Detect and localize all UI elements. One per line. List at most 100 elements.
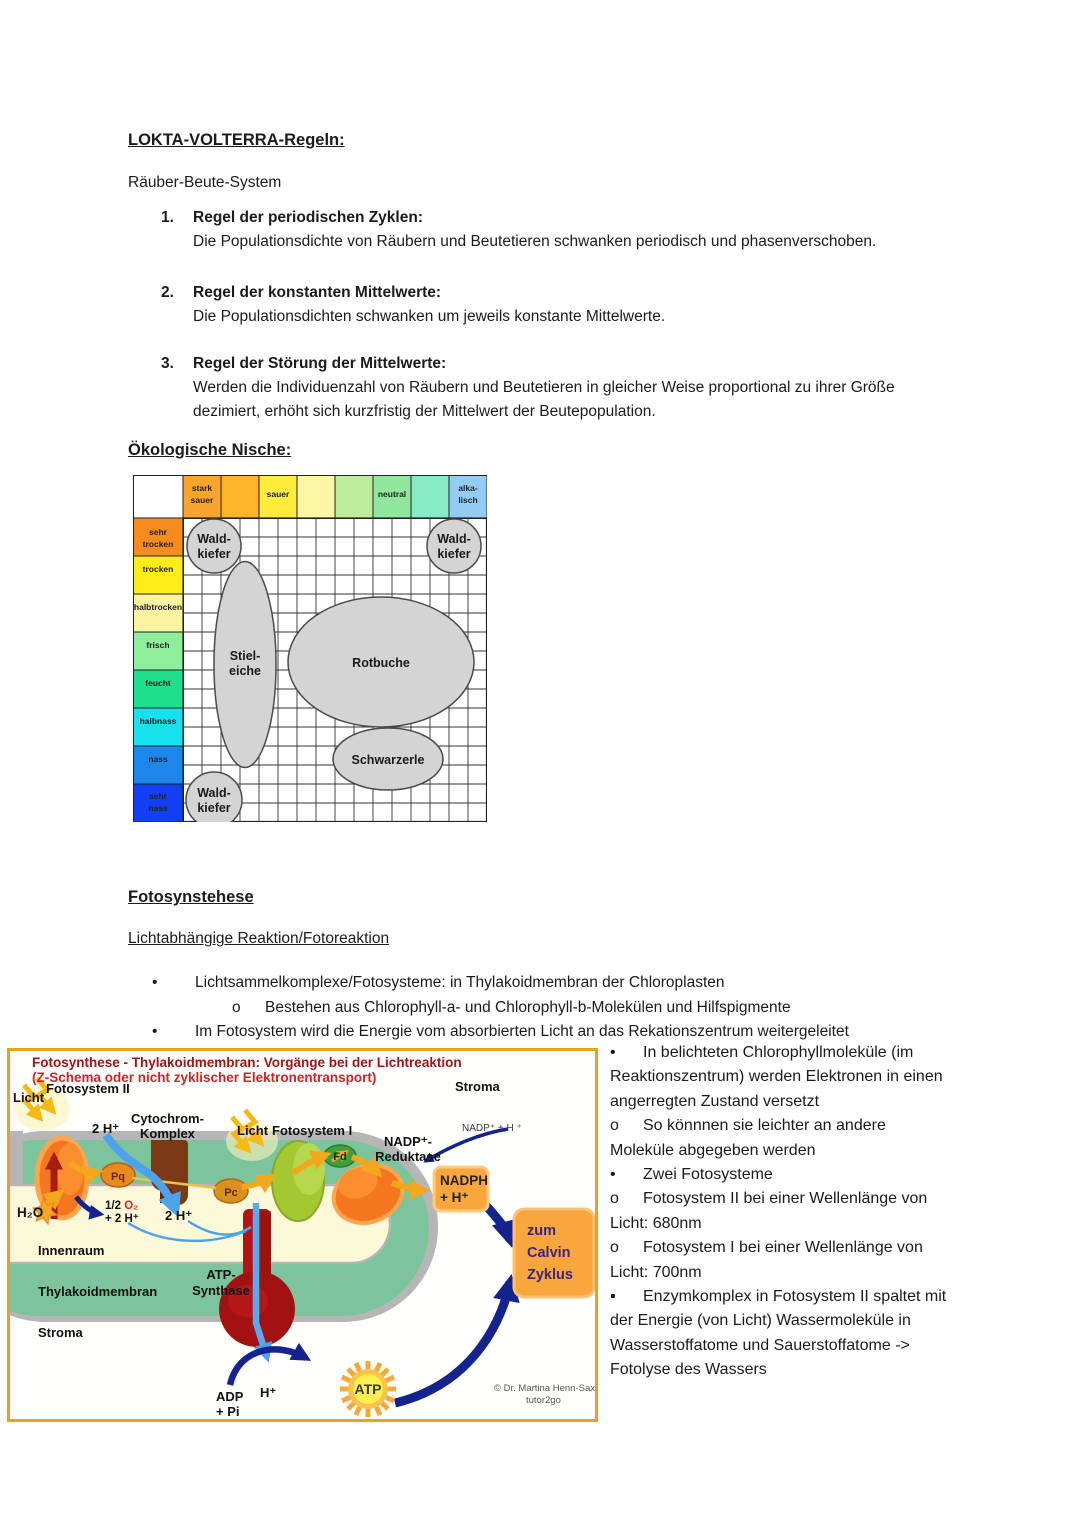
eco-ph-scale [182, 475, 487, 519]
reductase-to-nadph-arrow [391, 1179, 431, 1201]
ps2-to-oxygen-arrow [74, 1195, 105, 1220]
moisture-label: sehr [149, 527, 168, 537]
proton-channel-arrow [252, 1203, 273, 1363]
moisture-label: frisch [146, 640, 169, 650]
notes-column: • In belichteten Chlorophyllmoleküle (im … [610, 1041, 952, 1383]
note-marker: • [610, 1166, 616, 1184]
ph-cell [410, 475, 450, 519]
waldkiefer-bottom-ellipse [185, 771, 243, 822]
nadph-label: + H⁺ [440, 1190, 469, 1205]
ph-cell [334, 475, 374, 519]
figure-subtitle: (Z-Schema oder nicht zyklischer Elektron… [32, 1070, 376, 1085]
ph-label: lisch [458, 495, 477, 505]
stieleiche-ellipse [213, 560, 277, 769]
bullet-marker: • [152, 1023, 158, 1040]
thylakoid-figure: Fotosynthese - Thylakoidmembran: Vorgäng… [0, 1048, 598, 1422]
h2o-label: H₂O [17, 1205, 43, 1220]
bullet-marker: o [232, 999, 241, 1016]
species-label: kiefer [197, 547, 230, 561]
rotbuche-ellipse [287, 596, 475, 728]
calvin-cycle-box [512, 1207, 596, 1299]
light-bolts [22, 1078, 261, 1150]
pq-label: Pq [111, 1171, 125, 1183]
atp-label: ATP [355, 1381, 382, 1397]
fotosystem1-label: Fotosystem I [272, 1123, 352, 1138]
moisture-label: halbtrocken [134, 602, 182, 612]
nadp-h-label: NADP⁺ + H ⁺ [462, 1123, 522, 1134]
rule-1-text: Die Populationsdichte von Räubern und Be… [193, 233, 877, 250]
moisture-label: nass [148, 754, 168, 764]
moisture-label: trocken [143, 564, 174, 574]
nadph-box [432, 1165, 490, 1213]
proton-label: + 2 H⁺ [105, 1213, 139, 1225]
credit-line: tutor2go [526, 1395, 561, 1406]
thylakoidmembran-label: Thylakoidmembran [38, 1284, 157, 1299]
oxygen-label: 1/2 O₂ [105, 1200, 138, 1212]
fd-label: Fd [333, 1151, 346, 1163]
fotosystem2-label: Fotosystem II [46, 1081, 130, 1096]
rule-1-number: 1. [161, 209, 174, 226]
pq-to-pc-line [131, 1176, 217, 1190]
rule-2-text: Die Populationsdichten schwanken um jewe… [193, 308, 666, 325]
species-label: eiche [229, 664, 261, 678]
proton-feed-line [187, 1219, 252, 1236]
note-item: o Fotosystem II bei einer Wellenlänge von… [610, 1187, 952, 1236]
species-label: kiefer [197, 801, 230, 815]
photolysis-starburst [31, 1197, 59, 1226]
figure-labels: Fotosynthese - Thylakoidmembran: Vorgäng… [13, 1055, 595, 1419]
species-label: kiefer [437, 547, 470, 561]
nadp-reduktase-label: NADP⁺- [384, 1134, 432, 1149]
schwarzerle-ellipse [332, 727, 444, 791]
stroma-top-label: Stroma [455, 1079, 501, 1094]
moisture-cell [133, 783, 184, 822]
adp-label: ADP [216, 1389, 244, 1404]
rule-3-title: Regel der Störung der Mittelwerte: [193, 355, 447, 372]
species-label: Wald- [197, 532, 231, 546]
ps1-to-fd-arrow [291, 1150, 332, 1176]
calvin-label: zum [527, 1223, 556, 1239]
nadp-in-arrow [423, 1127, 509, 1163]
nadp-reduktase-label: Reduktase [375, 1149, 441, 1164]
foto-bullet-2: o Bestehen aus Chlorophyll-a- und Chlorop… [232, 996, 932, 1020]
ph-label: sauer [267, 489, 290, 499]
bullet-marker: • [152, 974, 158, 991]
rule-1-title: Regel der periodischen Zyklen: [193, 209, 423, 226]
bullet-text: Lichtsammelkomplexe/Fotosysteme: in Thyl… [195, 974, 725, 991]
eco-heading: Ökologische Nische: [128, 441, 292, 459]
rule-2-title: Regel der konstanten Mittelwerte: [193, 284, 442, 301]
atp-sun-core [353, 1374, 383, 1404]
note-item: • Zwei Fotosysteme [610, 1163, 952, 1187]
atp-synthase-stem-shade [261, 1211, 271, 1309]
fd-arrow [331, 1150, 350, 1163]
moisture-cell [133, 745, 184, 785]
waldkiefer-topleft-ellipse [186, 518, 242, 574]
foto-bullet-1: • Lichtsammelkomplexe/Fotosysteme: in Thy… [152, 971, 912, 995]
ph-label: sauer [191, 495, 214, 505]
moisture-cell [133, 593, 184, 633]
ph-label: alka- [458, 483, 478, 493]
note-marker: o [610, 1117, 619, 1135]
atp-synthase-label: Synthase [192, 1283, 250, 1298]
note-item: • In belichteten Chlorophyllmoleküle (im … [610, 1041, 952, 1114]
bullet-text: Im Fotosystem wird die Energie vom absor… [195, 1023, 849, 1040]
oxygen-label-o2: O₂ [124, 1200, 138, 1212]
thylakoid-figure-svg: Fotosynthese - Thylakoidmembran: Vorgäng… [0, 1055, 596, 1419]
rule-3-text: Werden die Individuenzahl von Räubern un… [193, 379, 895, 420]
eco-corner-cell [133, 475, 184, 519]
lotka-heading: LOKTA-VOLTERRA-Regeln: [128, 131, 345, 149]
eco-niche-diagram: stark sauer sauer neutral alka- lisch se… [133, 475, 487, 822]
proton-through-cytochrome-arrow [102, 1132, 181, 1218]
moisture-cell [133, 517, 184, 557]
moisture-cell [133, 555, 184, 595]
moisture-cell [133, 707, 184, 747]
calvin-label: Calvin [527, 1245, 571, 1261]
note-marker: o [610, 1239, 619, 1257]
note-text: Enzymkomplex in Fotosystem II spaltet mi… [610, 1288, 947, 1379]
ph-label: stark [192, 483, 213, 493]
species-labels: Wald- kiefer Wald- kiefer Stiel- eiche R… [197, 532, 471, 815]
nadph-label: NADPH [440, 1173, 488, 1188]
note-text: In belichteten Chlorophyllmoleküle (im R… [610, 1044, 943, 1110]
species-label: Wald- [197, 786, 231, 800]
cytochrom-label: Komplex [140, 1126, 196, 1141]
rule-2-body: Regel der konstanten Mittelwerte: Die Po… [193, 281, 938, 329]
